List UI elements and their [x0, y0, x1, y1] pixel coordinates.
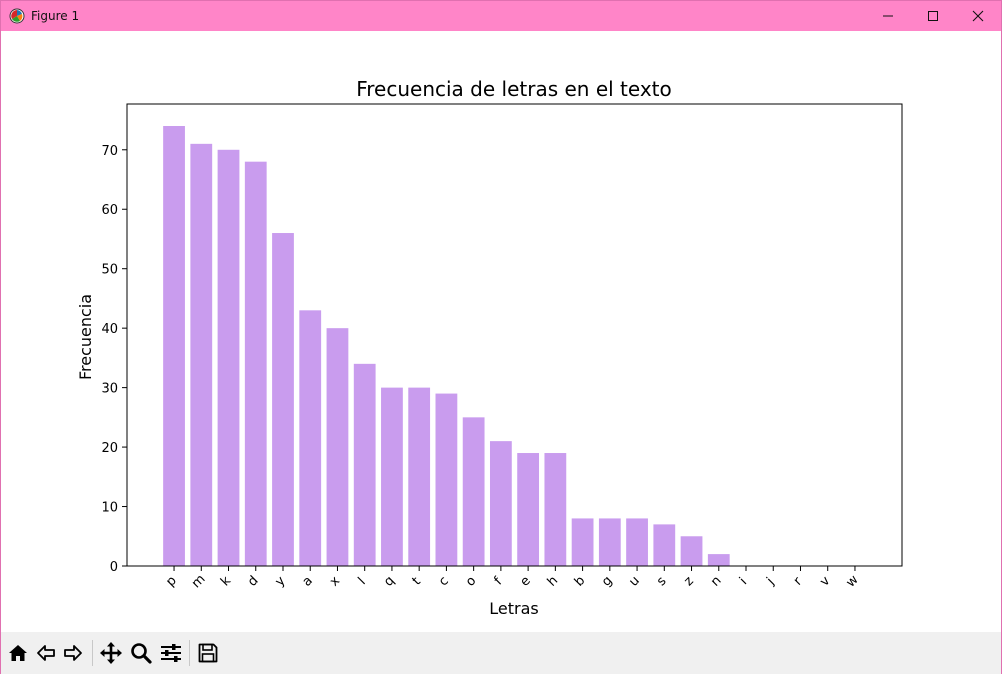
- bar-s: [653, 524, 676, 566]
- bar-e: [517, 453, 540, 566]
- title-bar[interactable]: Figure 1: [1, 1, 1001, 31]
- maximize-icon: [927, 10, 939, 22]
- close-button[interactable]: [955, 1, 1001, 31]
- x-tick-label: x: [327, 573, 343, 589]
- x-tick-label: t: [410, 574, 424, 588]
- minimize-button[interactable]: [865, 1, 911, 31]
- back-icon: [35, 642, 57, 664]
- y-axis-label: Frecuencia: [76, 294, 95, 380]
- x-tick-label: p: [163, 573, 179, 589]
- toolbar-separator: [189, 640, 190, 666]
- x-tick-label: w: [843, 572, 861, 590]
- save-icon: [197, 642, 219, 664]
- y-tick-label: 70: [101, 144, 118, 159]
- bar-m: [190, 143, 213, 566]
- forward-icon: [62, 642, 84, 664]
- back-button[interactable]: [33, 640, 59, 666]
- x-tick-label: b: [572, 573, 588, 589]
- figure-canvas[interactable]: Frecuencia de letras en el texto 0 10 20 30…: [1, 31, 1001, 632]
- y-tick-label: 20: [101, 441, 118, 456]
- zoom-button[interactable]: [128, 640, 154, 666]
- x-tick-label: z: [681, 574, 697, 590]
- maximize-button[interactable]: [910, 1, 956, 31]
- bar-h: [544, 453, 567, 566]
- x-tick-label: y: [272, 573, 288, 589]
- configure-subplots-icon: [159, 641, 183, 665]
- bar-y: [272, 233, 294, 566]
- x-tick-label: e: [518, 573, 534, 589]
- x-tick-label: s: [654, 574, 670, 590]
- home-icon: [7, 642, 29, 664]
- x-tick-label: j: [763, 575, 777, 589]
- x-tick-label: q: [381, 573, 397, 589]
- y-tick-label: 0: [110, 560, 118, 575]
- forward-button[interactable]: [60, 640, 86, 666]
- x-tick-label: f: [491, 574, 505, 588]
- bar-p: [163, 126, 185, 566]
- axes-frame: [126, 103, 903, 567]
- y-tick-label: 10: [101, 501, 118, 516]
- configure-subplots-button[interactable]: [158, 640, 184, 666]
- bar-t: [408, 387, 431, 566]
- bar-g: [598, 518, 621, 566]
- bar-z: [680, 536, 703, 566]
- close-icon: [972, 10, 984, 22]
- zoom-icon: [129, 641, 153, 665]
- x-tick-label: u: [626, 573, 642, 589]
- x-tick-label: r: [791, 574, 806, 589]
- x-tick-label: a: [300, 573, 316, 589]
- pan-button[interactable]: [98, 640, 124, 666]
- x-tick-label: n: [708, 573, 724, 589]
- bars-group: [163, 126, 730, 567]
- y-axis-ticks: 0 10 20 30 40 50 60 70: [101, 144, 127, 575]
- x-tick-label: d: [245, 573, 261, 589]
- minimize-icon: [882, 10, 894, 22]
- bar-u: [626, 518, 648, 566]
- bar-a: [299, 310, 322, 566]
- toolbar-separator: [92, 640, 93, 666]
- y-tick-label: 40: [101, 322, 118, 337]
- y-tick-label: 50: [101, 263, 118, 278]
- x-tick-label: l: [356, 575, 369, 588]
- x-tick-label: i: [737, 575, 750, 588]
- bar-d: [244, 161, 267, 567]
- bar-n: [707, 554, 730, 566]
- x-axis-label: Letras: [489, 599, 538, 618]
- x-tick-label: h: [545, 573, 561, 589]
- x-tick-label: k: [218, 573, 234, 589]
- x-tick-label: c: [436, 574, 452, 590]
- pan-icon: [99, 641, 123, 665]
- bar-o: [462, 417, 485, 566]
- navigation-toolbar: [1, 632, 1001, 674]
- x-tick-label: o: [463, 573, 479, 589]
- y-tick-label: 60: [101, 203, 118, 218]
- bar-q: [381, 387, 403, 566]
- bar-l: [353, 363, 376, 566]
- bar-f: [489, 441, 512, 566]
- bar-b: [571, 518, 594, 566]
- save-button[interactable]: [195, 640, 221, 666]
- bar-chart: Frecuencia de letras en el texto 0 10 20 30…: [76, 77, 903, 618]
- chart-title: Frecuencia de letras en el texto: [356, 77, 672, 101]
- x-tick-label: v: [817, 573, 833, 589]
- window-title: Figure 1: [31, 9, 80, 23]
- bar-c: [435, 393, 458, 566]
- home-button[interactable]: [5, 640, 31, 666]
- x-tick-label: g: [599, 573, 615, 589]
- matplotlib-icon: [9, 8, 25, 24]
- bar-x: [326, 328, 349, 566]
- x-tick-label: m: [189, 572, 209, 592]
- bar-k: [217, 149, 240, 566]
- y-tick-label: 30: [101, 382, 118, 397]
